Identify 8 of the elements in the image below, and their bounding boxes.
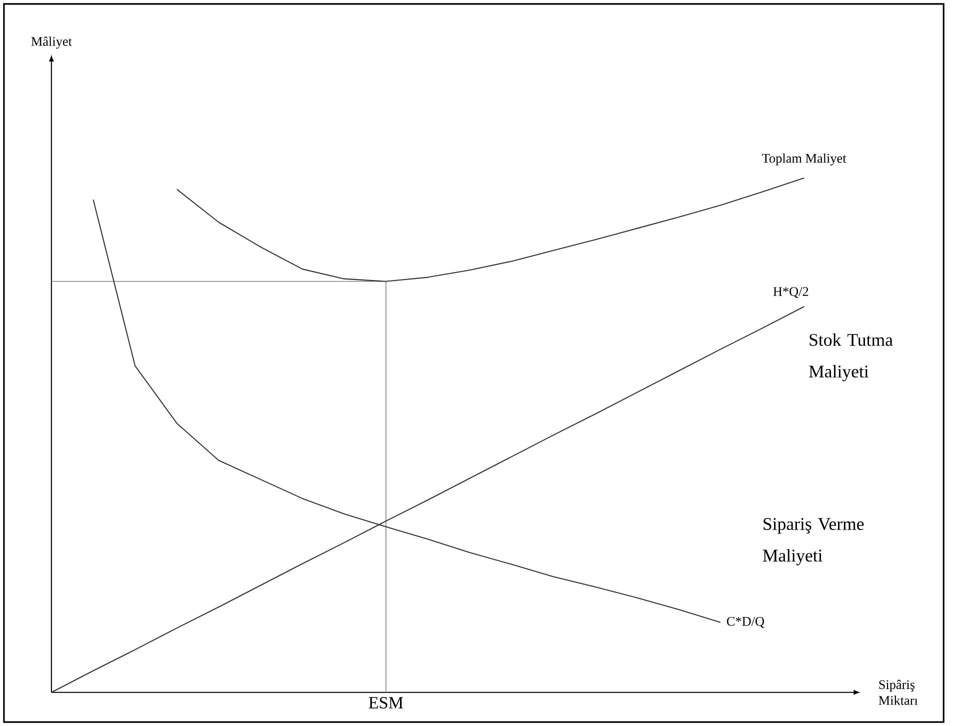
annotation: Stok Tutma Maliyeti xyxy=(809,333,893,382)
series-label: C*D/Q xyxy=(726,616,764,628)
text: Mâliyet xyxy=(31,36,72,49)
text: ESM xyxy=(368,697,404,709)
series-label: Toplam Maliyet xyxy=(762,153,846,166)
series-label: H*Q/2 xyxy=(773,287,808,298)
x-axis-title: Sipâriş Miktarı xyxy=(878,680,918,705)
annotation: Sipariş Verme Maliyeti xyxy=(762,518,864,566)
